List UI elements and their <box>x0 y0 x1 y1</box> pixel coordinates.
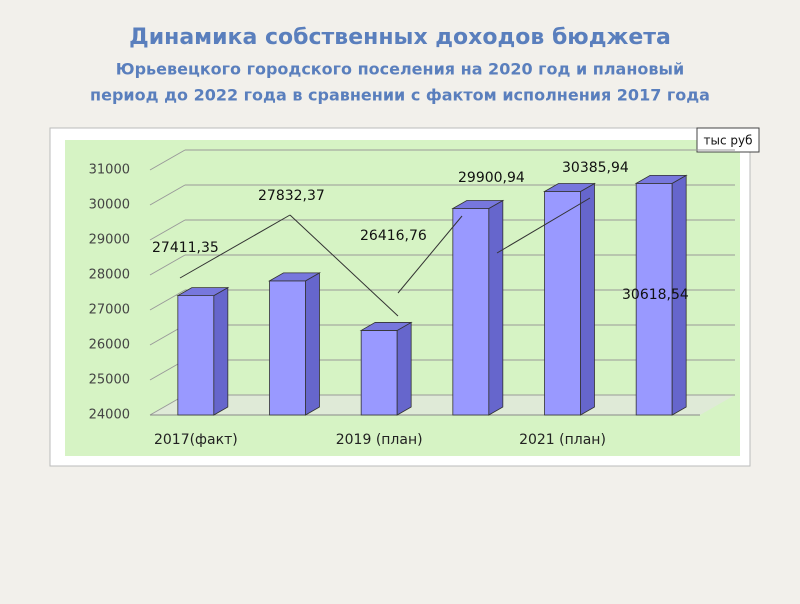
y-tick-label: 31000 <box>89 163 130 178</box>
y-tick-label: 30000 <box>89 198 130 213</box>
y-tick-label: 24000 <box>89 408 130 423</box>
value-label: 30618,54 <box>622 287 689 303</box>
plot: 24000 25000 26000 27000 28000 29000 30000 31000… <box>89 149 735 448</box>
y-tick-label: 26000 <box>89 338 130 353</box>
grid-depth <box>149 254 186 276</box>
bar-top <box>634 174 688 184</box>
y-tick-label: 27000 <box>89 303 130 318</box>
grid-depth <box>149 184 186 206</box>
y-tick-label: 29000 <box>89 233 130 248</box>
unit-note: тыс руб <box>704 134 753 148</box>
subtitle: период до 2022 года в сравнении с фактом… <box>90 86 710 105</box>
bar-side <box>580 182 595 416</box>
bar-side <box>488 199 504 416</box>
bar <box>360 330 398 416</box>
bar-top <box>176 287 230 297</box>
value-label: 27832,37 <box>258 188 325 204</box>
value-label: 27411,35 <box>152 240 219 256</box>
unit-box <box>696 127 760 153</box>
bar-side <box>305 272 320 416</box>
bar <box>635 182 673 416</box>
grid-depth <box>149 289 186 311</box>
grid-depth <box>149 149 186 171</box>
trend-arrows <box>179 197 591 317</box>
value-label: 26416,76 <box>360 228 427 244</box>
x-tick-label: 2017(факт) <box>154 432 238 448</box>
x-tick-label: 2021 (план) <box>519 432 606 448</box>
bar-top <box>451 200 505 209</box>
bar-top <box>542 183 597 192</box>
subtitle: Юрьевецкого городского поселения на 2020… <box>116 60 684 79</box>
bar-side <box>213 286 229 416</box>
value-label: 30385,94 <box>562 160 629 176</box>
bar-top <box>359 322 413 331</box>
y-tick-label: 28000 <box>89 268 130 283</box>
bar <box>177 295 215 416</box>
value-label: 29900,94 <box>458 170 525 186</box>
y-tick-label: 25000 <box>89 373 130 388</box>
bar <box>269 280 306 416</box>
grid-depth <box>149 219 186 241</box>
bar <box>452 208 490 416</box>
bar-side <box>396 321 412 416</box>
title: Динамика собственных доходов бюджета <box>129 25 671 50</box>
bar-top <box>267 272 322 282</box>
bar <box>544 191 581 416</box>
x-tick-label: 2019 (план) <box>336 432 423 448</box>
